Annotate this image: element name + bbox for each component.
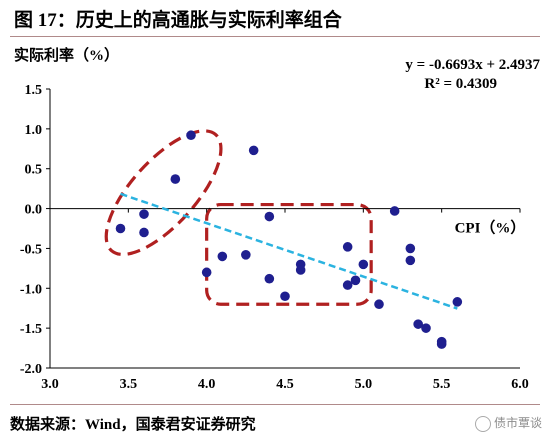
- data-points: [115, 130, 463, 349]
- scatter-point: [350, 275, 361, 286]
- y-tick-label: -0.5: [20, 242, 42, 257]
- scatter-point: [217, 251, 228, 262]
- scatter-point: [170, 174, 181, 184]
- scatter-point: [264, 211, 275, 222]
- title-divider: [10, 36, 540, 37]
- scatter-point: [139, 209, 149, 219]
- scatter-point: [436, 336, 447, 347]
- y-tick-label: 1.5: [25, 83, 43, 98]
- trendline-layer: [120, 192, 458, 310]
- y-tick-label: 0.5: [25, 163, 43, 178]
- scatter-point: [405, 255, 416, 266]
- x-tick-label: 4.5: [276, 377, 294, 392]
- scatter-point: [342, 242, 353, 252]
- scatter-point: [358, 259, 369, 270]
- y-tick-label: -2.0: [20, 362, 42, 377]
- highlight-ellipse: [104, 129, 223, 257]
- highlight-rectangle: [205, 202, 373, 306]
- scatter-point: [452, 297, 463, 307]
- x-tick-label: 4.0: [198, 377, 216, 392]
- source-divider: [10, 404, 540, 405]
- scatter-point: [139, 227, 149, 238]
- wechat-logo-icon: [474, 415, 491, 432]
- scatter-point: [264, 273, 275, 284]
- r-squared-label: R² = 0.4309: [424, 76, 497, 92]
- chart-labels: 3.0 3.5 4.0 4.5 5.0 5.5 6.0 1.5 1.0 0.5 0.0 -0.5 -1.…: [20, 57, 541, 392]
- scatter-point: [115, 223, 126, 234]
- x-tick-label: 5.5: [433, 377, 451, 392]
- scatter-point: [389, 206, 400, 216]
- y-tick-label: -1.0: [20, 282, 42, 297]
- scatter-point: [280, 291, 290, 302]
- x-axis-label: CPI（%）: [455, 219, 526, 237]
- scatter-point: [186, 130, 196, 141]
- scatter-point: [248, 145, 259, 156]
- trendline-equation: y = -0.6693x + 2.4937: [405, 57, 540, 73]
- scatter-point: [421, 323, 431, 333]
- axes: [46, 88, 521, 369]
- scatter-point: [295, 265, 306, 275]
- scatter-point: [201, 267, 212, 278]
- y-tick-label: 0.0: [25, 203, 43, 218]
- y-tick-label: 1.0: [25, 123, 43, 138]
- scatter-point: [374, 299, 384, 310]
- highlight-regions: [104, 129, 373, 306]
- y-tick-label: -1.5: [20, 322, 42, 337]
- source-note: 数据来源：Wind，国泰君安证券研究: [10, 417, 256, 433]
- x-tick-label: 3.5: [120, 377, 138, 392]
- watermark: 债市覃谈: [474, 414, 542, 432]
- x-tick-label: 5.0: [355, 377, 373, 392]
- x-tick-label: 3.0: [41, 377, 59, 392]
- x-tick-label: 6.0: [511, 377, 529, 392]
- chart-title: 图 17：历史上的高通胀与实际利率组合: [14, 10, 342, 31]
- trendline: [120, 192, 458, 310]
- scatter-point: [413, 319, 423, 329]
- scatter-point: [342, 280, 353, 290]
- watermark-text: 债市覃谈: [493, 416, 542, 430]
- y-axis-label: 实际利率（%）: [14, 48, 120, 64]
- scatter-point: [405, 243, 416, 254]
- scatter-point: [241, 250, 251, 260]
